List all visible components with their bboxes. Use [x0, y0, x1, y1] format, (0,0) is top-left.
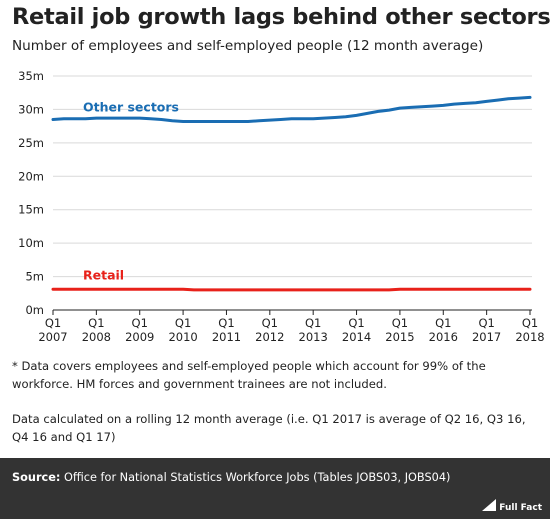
x-tick-label-quarter: Q1 — [305, 316, 321, 330]
x-tick-label-year: 2014 — [342, 330, 371, 344]
x-tick-label-quarter: Q1 — [262, 316, 278, 330]
x-tick-label-year: 2015 — [385, 330, 414, 344]
x-tick-label-quarter: Q1 — [348, 316, 364, 330]
y-tick-label: 5m — [25, 270, 44, 284]
footnote-method: Data calculated on a rolling 12 month av… — [12, 412, 526, 444]
source-line: Source: Office for National Statistics W… — [12, 471, 450, 484]
series-line-other-sectors — [51, 95, 532, 123]
x-tick-label-year: 2009 — [125, 330, 154, 344]
x-tick-label-year: 2008 — [82, 330, 111, 344]
x-tick-label-year: 2007 — [38, 330, 67, 344]
source-text: Office for National Statistics Workforce… — [63, 471, 451, 484]
y-tick-label: 20m — [18, 169, 44, 183]
x-tick-label-quarter: Q1 — [522, 316, 538, 330]
x-tick-label-year: 2016 — [429, 330, 458, 344]
y-tick-label: 15m — [18, 203, 44, 217]
x-tick-label-year: 2010 — [168, 330, 197, 344]
x-tick-label-quarter: Q1 — [132, 316, 148, 330]
logo-text: Full Fact — [499, 503, 542, 513]
series-line-retail — [51, 287, 532, 292]
x-tick-label-year: 2018 — [515, 330, 544, 344]
full-fact-logo: Full Fact — [482, 487, 542, 513]
x-tick-label-quarter: Q1 — [478, 316, 494, 330]
x-tick-label-year: 2011 — [212, 330, 241, 344]
chart-title: Retail job growth lags behind other sect… — [12, 4, 550, 30]
x-tick-label-quarter: Q1 — [88, 316, 104, 330]
y-tick-label: 10m — [18, 236, 44, 250]
x-tick-label-year: 2017 — [472, 330, 501, 344]
chart-subtitle: Number of employees and self-employed pe… — [12, 38, 484, 54]
logo-arrow-icon — [482, 499, 496, 511]
x-tick-label-quarter: Q1 — [392, 316, 408, 330]
x-tick-label-quarter: Q1 — [218, 316, 234, 330]
series-label-other-sectors: Other sectors — [83, 99, 179, 114]
source-label: Source: — [12, 471, 61, 484]
x-tick-label-quarter: Q1 — [175, 316, 191, 330]
x-tick-label-year: 2012 — [255, 330, 284, 344]
y-tick-label: 0m — [25, 303, 44, 317]
y-tick-label: 35m — [18, 69, 44, 83]
y-tick-label: 30m — [18, 102, 44, 116]
x-tick-label-quarter: Q1 — [45, 316, 61, 330]
line-chart: 0m5m10m15m20m25m30m35mQ12007Q12008Q12009… — [18, 69, 544, 344]
footnote-coverage: * Data covers employees and self-employe… — [12, 359, 486, 391]
y-tick-label: 25m — [18, 136, 44, 150]
series-label-retail: Retail — [83, 267, 124, 282]
footer-bar: Source: Office for National Statistics W… — [0, 458, 550, 519]
x-tick-label-year: 2013 — [299, 330, 328, 344]
x-tick-label-quarter: Q1 — [435, 316, 451, 330]
